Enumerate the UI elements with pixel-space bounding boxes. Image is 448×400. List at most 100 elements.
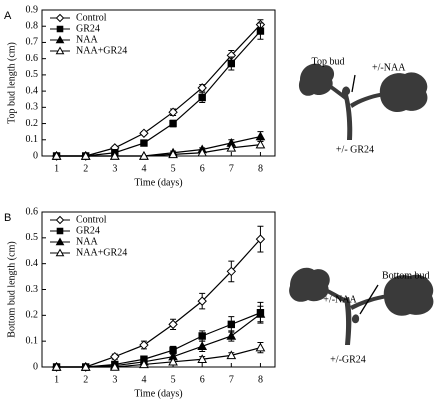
marker bbox=[226, 266, 237, 277]
legend-marker bbox=[55, 46, 65, 55]
plant-diagram bbox=[289, 267, 434, 345]
marker bbox=[255, 309, 266, 318]
marker bbox=[197, 147, 208, 157]
marker bbox=[255, 131, 266, 141]
legend-label: Control bbox=[76, 214, 107, 225]
y-tick-label: 0.3 bbox=[26, 102, 39, 113]
legend-marker bbox=[56, 227, 64, 235]
legend-label: GR24 bbox=[76, 23, 100, 34]
y-tick-label: 0 bbox=[33, 150, 38, 161]
marker bbox=[168, 149, 178, 159]
series-line bbox=[56, 144, 261, 157]
marker bbox=[51, 150, 62, 160]
x-tick-label: 7 bbox=[229, 163, 234, 174]
x-tick-label: 6 bbox=[200, 163, 205, 174]
x-tick-label: 2 bbox=[83, 374, 88, 385]
marker bbox=[226, 142, 237, 152]
y-tick-label: 0.3 bbox=[26, 284, 39, 295]
legend-marker bbox=[55, 237, 65, 246]
marker bbox=[255, 139, 266, 149]
marker bbox=[256, 27, 265, 35]
marker bbox=[168, 107, 178, 117]
x-tick-label: 7 bbox=[229, 374, 234, 385]
marker bbox=[110, 351, 120, 362]
plant-diagram bbox=[298, 63, 428, 140]
legend-label: GR24 bbox=[76, 225, 100, 236]
x-tick-label: 5 bbox=[171, 163, 176, 174]
marker bbox=[197, 296, 207, 306]
legend-marker bbox=[55, 215, 65, 225]
y-axis-label: Top bud length (cm) bbox=[6, 42, 17, 124]
marker bbox=[255, 342, 266, 352]
marker bbox=[168, 356, 178, 366]
marker bbox=[80, 150, 91, 160]
y-axis-label: Bottom bud length (cm) bbox=[6, 241, 17, 337]
x-tick-label: 5 bbox=[171, 374, 176, 385]
panel-label: B bbox=[4, 212, 11, 224]
y-tick-label: 0.5 bbox=[26, 232, 39, 243]
marker bbox=[197, 354, 208, 363]
y-tick-label: 0.6 bbox=[26, 206, 39, 217]
series-line bbox=[56, 238, 261, 368]
arrow bbox=[359, 284, 379, 315]
annotation: +/-NAA bbox=[372, 62, 406, 73]
marker bbox=[226, 350, 237, 360]
legend-label: NAA+GR24 bbox=[76, 45, 127, 56]
marker bbox=[169, 119, 177, 128]
annotation: +/- GR24 bbox=[336, 144, 374, 155]
legend-label: NAA+GR24 bbox=[76, 247, 127, 258]
y-tick-label: 0.4 bbox=[26, 85, 39, 96]
x-tick-label: 8 bbox=[258, 163, 263, 174]
y-tick-label: 0 bbox=[33, 361, 38, 372]
y-tick-label: 0.5 bbox=[26, 69, 39, 80]
y-tick-label: 0.8 bbox=[26, 21, 39, 32]
annotation: +/-NAA bbox=[323, 294, 357, 305]
y-tick-label: 0.1 bbox=[26, 335, 39, 346]
x-tick-label: 4 bbox=[141, 374, 146, 385]
annotation: Bottom bud bbox=[382, 270, 430, 281]
legend-marker bbox=[55, 13, 65, 23]
legend-label: NAA bbox=[76, 34, 98, 45]
y-tick-label: 0.4 bbox=[26, 258, 39, 269]
marker bbox=[227, 320, 236, 329]
y-tick-label: 0.1 bbox=[26, 134, 39, 145]
marker bbox=[109, 361, 120, 371]
marker bbox=[197, 341, 208, 351]
legend-marker bbox=[55, 248, 65, 257]
marker bbox=[198, 332, 206, 340]
marker bbox=[255, 234, 266, 244]
marker bbox=[227, 59, 236, 68]
plot-frame bbox=[41, 9, 276, 157]
marker bbox=[168, 319, 178, 330]
marker bbox=[198, 93, 206, 102]
marker bbox=[139, 359, 149, 369]
y-tick-label: 0.2 bbox=[26, 118, 39, 129]
x-tick-label: 3 bbox=[112, 163, 117, 174]
legend-marker bbox=[56, 25, 64, 33]
marker bbox=[80, 361, 91, 371]
legend-label: Control bbox=[76, 12, 107, 23]
y-tick-label: 0.6 bbox=[26, 53, 39, 64]
legend-marker bbox=[55, 35, 65, 44]
x-tick-label: 3 bbox=[112, 374, 117, 385]
y-tick-label: 0.9 bbox=[26, 4, 39, 15]
marker bbox=[109, 150, 120, 160]
x-axis-label: Time (days) bbox=[134, 388, 182, 399]
marker bbox=[197, 83, 207, 93]
annotation: Top bud bbox=[312, 56, 345, 67]
marker bbox=[139, 128, 149, 138]
marker bbox=[140, 139, 148, 147]
x-tick-label: 6 bbox=[200, 374, 205, 385]
series-line bbox=[56, 24, 261, 157]
series-line bbox=[56, 347, 261, 368]
arrow bbox=[351, 74, 356, 93]
x-axis-label: Time (days) bbox=[134, 177, 182, 188]
marker bbox=[51, 361, 62, 371]
marker bbox=[139, 150, 149, 160]
legend-label: NAA bbox=[76, 236, 98, 247]
panel-label: A bbox=[4, 10, 12, 22]
x-tick-label: 2 bbox=[83, 163, 88, 174]
x-tick-label: 4 bbox=[141, 163, 146, 174]
y-tick-label: 0.2 bbox=[26, 310, 39, 321]
